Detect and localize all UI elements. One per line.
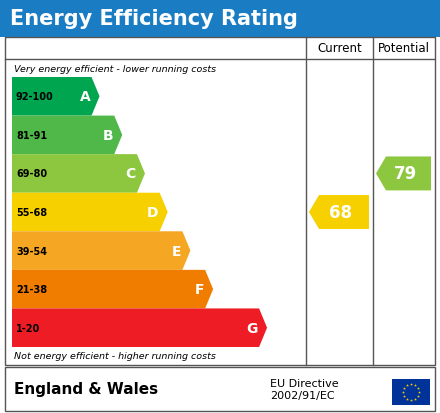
Polygon shape [12,309,267,347]
Text: Energy Efficiency Rating: Energy Efficiency Rating [10,9,298,29]
Polygon shape [376,157,431,191]
Text: B: B [103,128,113,142]
Text: England & Wales: England & Wales [14,382,158,396]
Bar [5,367,435,411]
Text: 21-38: 21-38 [16,285,47,294]
Text: Potential: Potential [378,43,429,55]
Polygon shape [12,232,191,270]
Text: Not energy efficient - higher running costs: Not energy efficient - higher running co… [14,351,216,361]
Text: 92-100: 92-100 [16,92,54,102]
Text: F: F [194,282,204,297]
Polygon shape [12,155,145,193]
Text: 68: 68 [330,204,352,221]
Text: 39-54: 39-54 [16,246,47,256]
Bar [5,38,435,365]
Polygon shape [309,195,369,229]
Polygon shape [12,78,99,116]
Polygon shape [12,270,213,309]
Text: C: C [126,167,136,181]
Text: 1-20: 1-20 [16,323,40,333]
Text: 81-91: 81-91 [16,131,47,140]
Text: Very energy efficient - lower running costs: Very energy efficient - lower running co… [14,64,216,74]
Polygon shape [12,193,168,232]
Polygon shape [12,116,122,155]
Text: A: A [80,90,91,104]
Bar [0,0,440,38]
Text: 79: 79 [394,165,417,183]
Text: D: D [147,206,159,219]
Text: EU Directive: EU Directive [270,378,339,388]
Text: E: E [172,244,181,258]
Text: 55-68: 55-68 [16,207,47,218]
Text: Current: Current [317,43,362,55]
Text: 69-80: 69-80 [16,169,47,179]
Text: G: G [247,321,258,335]
Bar [392,379,430,405]
Text: 2002/91/EC: 2002/91/EC [270,390,335,400]
